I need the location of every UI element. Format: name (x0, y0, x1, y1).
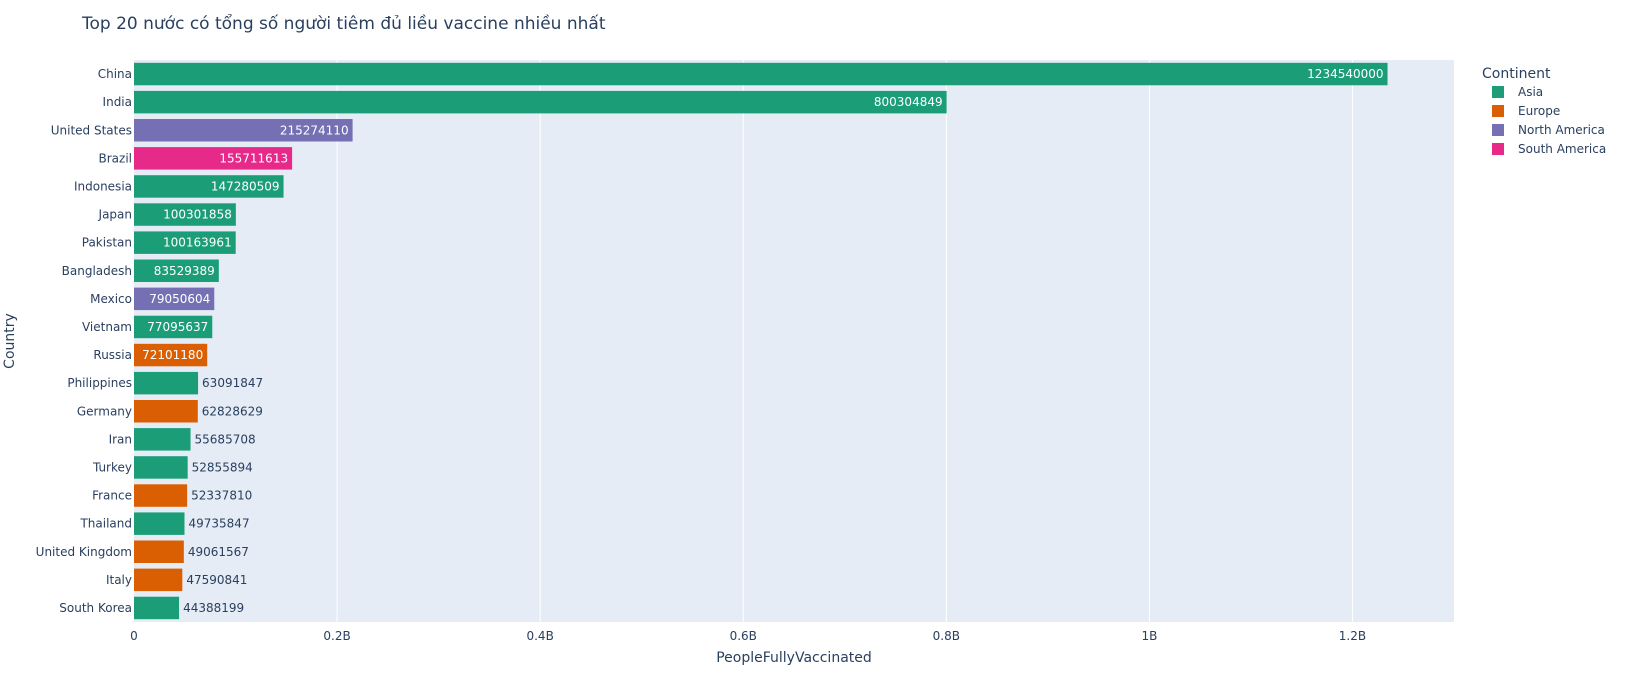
y-tick-label: Russia (93, 348, 132, 362)
bar-value-label: 800304849 (874, 95, 943, 109)
legend-label-europe[interactable]: Europe (1518, 104, 1560, 118)
bar-value-label: 72101180 (142, 348, 203, 362)
bar-value-label: 79050604 (149, 292, 210, 306)
bar-value-label: 100163961 (163, 236, 232, 250)
legend-label-north-america[interactable]: North America (1518, 123, 1605, 137)
bar-value-label: 55685708 (195, 432, 256, 446)
y-tick-label: Turkey (92, 460, 132, 474)
legend-swatch-europe[interactable] (1492, 105, 1504, 117)
y-tick-label: Indonesia (74, 179, 132, 193)
y-axis-title: Country (2, 313, 18, 369)
bar-value-label: 155711613 (219, 151, 288, 165)
plot-area (134, 60, 1454, 622)
axis-ticks: 0 0.2B 0.4B 0.6B 0.8B 1B 1.2B China India United … (36, 67, 1366, 643)
legend: Continent Asia Europe North America South A… (1482, 66, 1606, 156)
bar-italy (134, 568, 183, 592)
y-tick-label: Pakistan (82, 236, 132, 250)
y-tick-label: Germany (77, 404, 132, 418)
y-tick-label: Thailand (79, 517, 132, 531)
bar-value-label: 62828629 (202, 404, 263, 418)
bar-value-label: 77095637 (147, 320, 208, 334)
bar-value-label: 49735847 (189, 517, 250, 531)
y-tick-label: Iran (109, 432, 132, 446)
x-tick-label: 0.4B (526, 629, 553, 643)
x-tick-label: 0.2B (323, 629, 350, 643)
legend-swatch-north-america[interactable] (1492, 124, 1504, 136)
bar-china (134, 62, 1388, 86)
bar-value-label: 44388199 (183, 601, 244, 615)
x-tick-label: 0.6B (730, 629, 757, 643)
bar-south-korea (134, 596, 180, 620)
y-tick-label: Brazil (99, 151, 133, 165)
bar-vietnam (134, 315, 213, 339)
bar-brazil (134, 147, 293, 170)
bar-turkey (134, 456, 188, 479)
y-tick-label: Vietnam (82, 320, 132, 334)
legend-title: Continent (1482, 66, 1551, 82)
legend-swatch-asia[interactable] (1492, 86, 1504, 98)
chart-title: Top 20 nước có tổng số người tiêm đủ liề… (81, 13, 606, 34)
bar-indonesia (134, 175, 284, 198)
legend-label-south-america[interactable]: South America (1518, 142, 1606, 156)
bar-value-label: 215274110 (280, 123, 349, 137)
legend-swatch-south-america[interactable] (1492, 143, 1504, 155)
bar-france (134, 484, 188, 507)
y-tick-label: Japan (98, 208, 132, 222)
bar-value-label: 147280509 (211, 179, 280, 193)
x-tick-label: 1.2B (1339, 629, 1366, 643)
bar-philippines (134, 371, 199, 395)
x-tick-label: 0 (130, 629, 138, 643)
bar-japan (134, 203, 236, 226)
y-tick-label: Bangladesh (62, 264, 132, 278)
y-tick-label: South Korea (59, 601, 132, 615)
y-tick-label: Italy (106, 573, 132, 587)
gridlines (336, 60, 1353, 622)
bar-value-label: 52337810 (191, 489, 252, 503)
bar-pakistan (134, 231, 236, 254)
bar-value-label: 52855894 (192, 460, 253, 474)
bar-iran (134, 428, 191, 451)
x-tick-label: 1B (1141, 629, 1157, 643)
bar-value-label: 1234540000 (1307, 67, 1383, 81)
bar-united-states (134, 119, 353, 142)
bar-thailand (134, 512, 185, 535)
bar-russia (134, 343, 208, 367)
bar-india (134, 90, 947, 114)
bar-value-label: 100301858 (163, 208, 232, 222)
bar-value-label: 49061567 (188, 545, 249, 559)
y-tick-label: United Kingdom (36, 545, 132, 559)
y-tick-label: India (103, 95, 132, 109)
bar-value-label: 63091847 (202, 376, 263, 390)
bar-value-label: 83529389 (154, 264, 215, 278)
bars: 1234540000 800304849 215274110 155711613 147… (134, 62, 1388, 620)
bar-germany (134, 400, 198, 423)
legend-label-asia[interactable]: Asia (1518, 85, 1543, 99)
y-tick-label: Philippines (67, 376, 132, 390)
bar-mexico (134, 287, 215, 311)
y-tick-label: China (98, 67, 132, 81)
y-tick-label: Mexico (90, 292, 132, 306)
bar-value-label: 47590841 (186, 573, 247, 587)
x-axis-title: PeopleFullyVaccinated (716, 650, 872, 666)
y-tick-label: France (92, 489, 132, 503)
bar-bangladesh (134, 259, 219, 282)
y-tick-label: United States (51, 123, 132, 137)
x-tick-label: 0.8B (933, 629, 960, 643)
bar-united-kingdom (134, 540, 184, 563)
